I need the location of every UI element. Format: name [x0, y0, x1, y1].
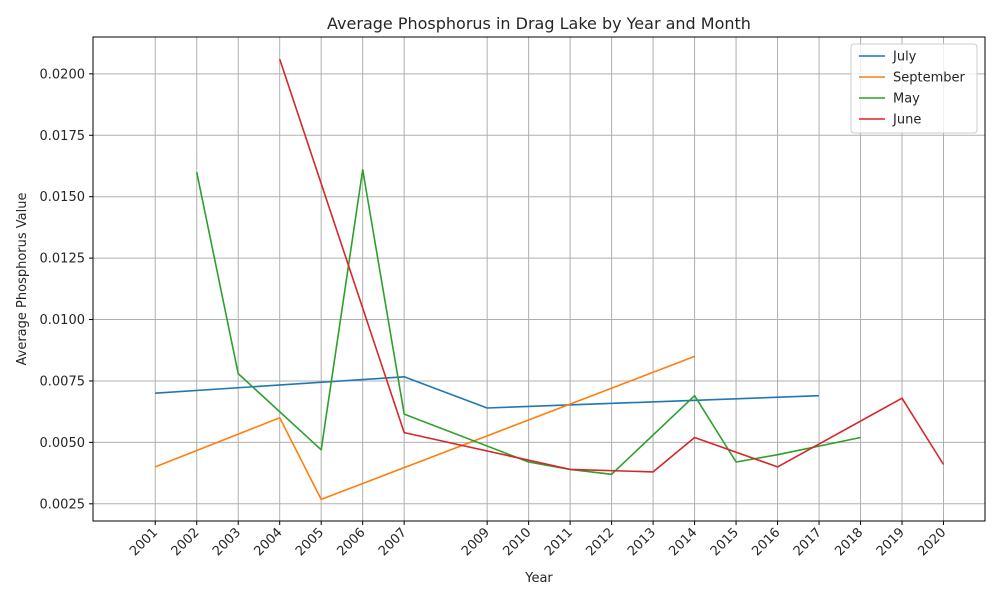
legend-label: July: [892, 50, 917, 65]
y-tick-label: 0.0150: [40, 190, 86, 205]
series-line-september: [154, 355, 695, 501]
chart-title: Average Phosphorus in Drag Lake by Year …: [327, 14, 751, 33]
series-line-may: [195, 168, 861, 476]
plot-frame: [92, 36, 986, 522]
grid: [93, 37, 985, 521]
y-tick-label: 0.0100: [40, 313, 86, 328]
legend-label: September: [893, 71, 966, 86]
y-tick-label: 0.0075: [40, 374, 86, 389]
legend-box: [850, 43, 978, 134]
y-tick-label: 0.0175: [40, 129, 86, 144]
series-line-july: [155, 375, 820, 409]
y-tick-label: 0.0200: [40, 67, 86, 82]
series-line-june: [278, 58, 945, 473]
y-axis: 0.0025 0.0050 0.0075 0.0100 0.0125 0.0150 0.01…: [40, 67, 93, 512]
x-axis-label: Year: [524, 571, 553, 586]
series-lines: [154, 58, 945, 501]
y-tick-label: 0.0125: [40, 252, 86, 267]
legend-label: June: [892, 113, 921, 128]
y-axis-label: Average Phosphorus Value: [15, 193, 30, 366]
y-tick-label: 0.0025: [40, 497, 86, 512]
y-tick-label: 0.0050: [40, 436, 86, 451]
legend: July September May June: [850, 43, 978, 134]
legend-label: May: [893, 92, 920, 107]
